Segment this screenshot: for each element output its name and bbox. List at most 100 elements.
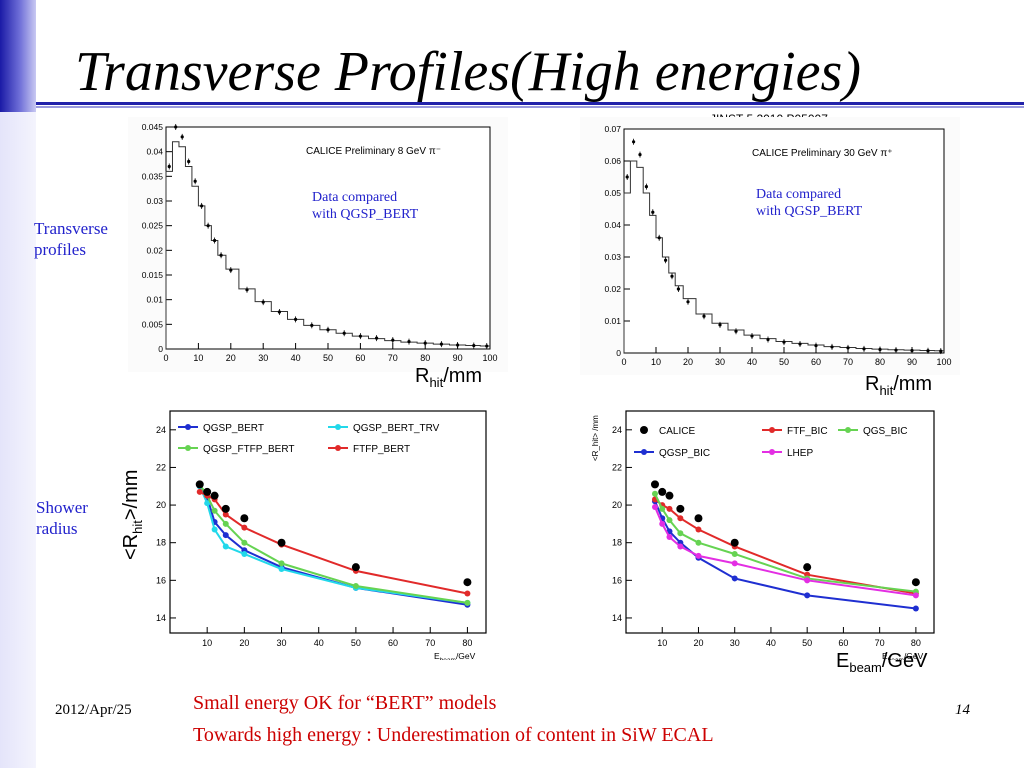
page-number: 14 — [955, 702, 970, 718]
shower-radius-bert-chart: 10 20 30 40 50 60 70 80 14 16 18 20 22 24 QGSP_BERT QGS… — [156, 410, 487, 660]
shower-radius-label: Shower radius — [36, 498, 88, 538]
calice-data-point — [676, 504, 685, 513]
legend-marker-qgs_bic — [845, 427, 851, 433]
calice-data-point — [730, 538, 739, 547]
note-line-2: Towards high energy : Underestimation of… — [193, 724, 714, 746]
x-tick-label: 30 — [730, 638, 740, 648]
legend-label-qgs_bic: QGS_BIC — [863, 426, 907, 437]
y-tick-label: 0.04 — [146, 147, 163, 157]
legend-marker-ftfp_bert — [335, 445, 341, 451]
calice-data-point — [650, 480, 659, 489]
x-tick-label: 50 — [351, 638, 361, 648]
plot-title: CALICE Preliminary 8 GeV π⁻ — [306, 146, 441, 157]
profile-8gev-chart: 0 10 20 30 40 50 60 70 80 90 100 0 0.005 0.01 0.015 0.0… — [128, 117, 508, 372]
x-tick-label: 70 — [875, 638, 885, 648]
model-point-qgs_bic — [666, 517, 673, 524]
x-tick-label: 80 — [462, 638, 472, 648]
y-tick-label: 0.015 — [142, 270, 164, 280]
model-point-qgs_bic — [695, 539, 702, 546]
calice-data-point — [463, 578, 472, 587]
shower-radius-bic-chart: 10 20 30 40 50 60 70 80 14 16 18 20 22 24 CALICE FTF_BI… — [591, 410, 935, 660]
calice-data-point — [240, 514, 249, 523]
y-tick-label: 0.03 — [146, 196, 163, 206]
comparison-annotation: Data compared — [312, 190, 397, 205]
calice-data-point — [221, 504, 230, 513]
model-point-lhep — [651, 503, 658, 510]
calice-data-point — [195, 480, 204, 489]
model-point-qgsp_bert_trv — [211, 526, 218, 533]
x-tick-label: 80 — [420, 353, 430, 363]
model-point-qgsp_bert_trv — [204, 500, 211, 507]
x-tick-label: 60 — [388, 638, 398, 648]
y-tick-label: 0.005 — [142, 319, 164, 329]
x-tick-label: 70 — [425, 638, 435, 648]
y-tick-label: 0.035 — [142, 171, 164, 181]
y-tick-label: 18 — [156, 538, 166, 548]
x-tick-label: 10 — [657, 638, 667, 648]
model-point-ftfp_bert — [464, 590, 471, 597]
x-tick-label: 20 — [226, 353, 236, 363]
model-point-ftf_bic — [677, 515, 684, 522]
model-point-lhep — [659, 520, 666, 527]
model-point-qgsp_ftfp_bert — [222, 520, 229, 527]
x-tick-label: 100 — [936, 357, 951, 367]
y-tick-label: 0 — [616, 348, 621, 358]
legend-marker-qgsp_bert — [185, 424, 191, 430]
note-line-1: Small energy OK for “BERT” models — [193, 692, 497, 714]
model-point-qgsp_ftfp_bert — [241, 539, 248, 546]
model-point-qgsp_ftfp_bert — [278, 560, 285, 567]
comparison-annotation: with QGSP_BERT — [312, 207, 419, 222]
model-point-qgsp_bert_trv — [278, 566, 285, 573]
y-tick-label: 0.04 — [604, 220, 621, 230]
mc-histogram — [623, 160, 944, 353]
x-tick-label: 50 — [802, 638, 812, 648]
y-tick-label: 0.045 — [142, 122, 164, 132]
legend-label-calice: CALICE — [659, 426, 695, 437]
plot-frame — [625, 410, 935, 634]
x-tick-label: 20 — [693, 638, 703, 648]
x-tick-label: 50 — [779, 357, 789, 367]
y-tick-label: 16 — [156, 575, 166, 585]
x-tick-label: 100 — [482, 353, 497, 363]
x-tick-label: 90 — [453, 353, 463, 363]
model-point-lhep — [731, 560, 738, 567]
model-point-qgs_bic — [731, 550, 738, 557]
model-point-qgs_bic — [677, 530, 684, 537]
plot-title: CALICE Preliminary 30 GeV π⁺ — [752, 148, 893, 159]
x-tick-label: 40 — [314, 638, 324, 648]
slide-date: 2012/Apr/25 — [55, 702, 132, 718]
title-underline — [36, 102, 1024, 105]
x-tick-label: 40 — [291, 353, 301, 363]
calice-data-point — [277, 538, 286, 547]
model-point-qgsp_bert_trv — [222, 543, 229, 550]
calice-data-point — [694, 514, 703, 523]
transverse-profiles-label: Transverse profiles — [34, 219, 108, 259]
calice-data-point — [210, 491, 219, 500]
axis-label-mean-rhit: <Rhit>/mm — [120, 469, 145, 560]
y-tick-label: 24 — [156, 425, 166, 435]
model-point-lhep — [677, 543, 684, 550]
x-tick-label: 60 — [838, 638, 848, 648]
model-point-ftf_bic — [666, 505, 673, 512]
x-tick-label: 20 — [239, 638, 249, 648]
model-point-lhep — [695, 552, 702, 559]
model-point-qgsp_bic — [731, 575, 738, 582]
y-tick-label: 0.03 — [604, 252, 621, 262]
model-point-qgsp_ftfp_bert — [464, 599, 471, 606]
left-accent-panel — [0, 112, 36, 768]
y-tick-label: 16 — [612, 575, 622, 585]
calice-data-point — [665, 491, 674, 500]
y-tick-label: 0 — [158, 344, 163, 354]
y-tick-label: 0.06 — [604, 156, 621, 166]
y-tick-label: 22 — [612, 462, 622, 472]
legend-marker-qgsp_ftfp_bert — [185, 445, 191, 451]
model-point-qgs_bic — [651, 490, 658, 497]
model-point-lhep — [804, 577, 811, 584]
x-tick-label: 50 — [323, 353, 333, 363]
x-tick-label: 20 — [683, 357, 693, 367]
x-axis-label-small: Ebeam/GeV — [882, 651, 924, 660]
calice-data-point — [658, 487, 667, 496]
model-point-qgsp_ftfp_bert — [352, 582, 359, 589]
legend-marker-qgsp_bert_trv — [335, 424, 341, 430]
mc-histogram — [165, 141, 490, 349]
